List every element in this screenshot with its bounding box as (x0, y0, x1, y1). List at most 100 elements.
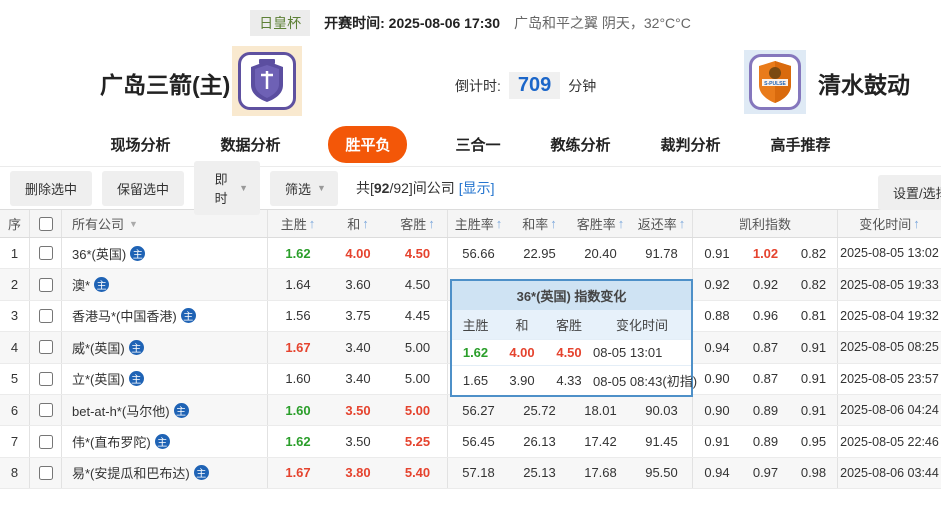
row-checkbox[interactable] (38, 403, 53, 418)
header-odds-draw[interactable]: 和 ↑ (347, 216, 369, 232)
kelly-away: 0.82 (790, 269, 838, 300)
tab-referee-analysis[interactable]: 裁判分析 (660, 136, 721, 154)
odds-draw[interactable]: 3.50 (345, 434, 371, 450)
company-cell[interactable]: 易*(安提瓜和巴布达) 主 (62, 457, 268, 489)
row-checkbox[interactable] (38, 340, 53, 355)
chevron-down-icon: ▼ (129, 218, 138, 229)
select-all-checkbox[interactable] (38, 216, 53, 231)
show-link[interactable]: [显示] (458, 180, 495, 196)
tab-expert-picks[interactable]: 高手推荐 (770, 136, 831, 154)
odds-draw[interactable]: 3.40 (345, 339, 371, 355)
row-number: 4 (0, 332, 30, 363)
sort-asc-icon: ↑ (428, 216, 435, 231)
table-row: 7 伟*(直布罗陀) 主 1.62 3.50 5.25 56.45 26.13 1… (0, 426, 941, 458)
row-checkbox-cell (30, 363, 62, 394)
company-cell[interactable]: bet-at-h*(马尔他) 主 (62, 394, 268, 426)
kickoff-label: 开赛时间: (324, 14, 385, 31)
odds-home[interactable]: 1.64 (285, 277, 311, 293)
odds-away[interactable]: 5.40 (388, 457, 448, 489)
odds-home[interactable]: 1.62 (285, 245, 311, 261)
header-rate-home[interactable]: 主胜率 ↑ (454, 216, 503, 232)
header-odds-away[interactable]: 客胜 ↑ (388, 210, 448, 237)
company-cell[interactable]: 澳* 主 (62, 269, 268, 300)
tab-coach-analysis[interactable]: 教练分析 (550, 136, 611, 154)
tab-three-in-one[interactable]: 三合一 (455, 136, 501, 154)
odds-away[interactable]: 4.50 (388, 269, 448, 300)
popup-header-away: 客胜 (555, 318, 582, 333)
odds-draw[interactable]: 3.60 (345, 277, 371, 293)
chevron-down-icon: ▼ (239, 183, 249, 193)
header-change-time[interactable]: 变化时间 ↑ (859, 216, 920, 232)
kelly-draw: 0.89 (752, 434, 779, 450)
odds-away[interactable]: 4.45 (388, 300, 448, 332)
odds-draw[interactable]: 3.50 (345, 402, 371, 418)
row-checkbox[interactable] (38, 434, 53, 449)
kelly-home: 0.94 (704, 339, 730, 355)
instant-dropdown[interactable]: 即时 ▼ (194, 161, 261, 215)
odds-away[interactable]: 5.25 (388, 426, 448, 457)
countdown: 倒计时: 709 分钟 (455, 72, 596, 99)
header-seq: 序 (0, 210, 30, 237)
rate-draw: 25.13 (523, 465, 556, 481)
kelly-draw: 0.96 (752, 308, 779, 324)
header-rate-draw[interactable]: 和率 ↑ (522, 216, 557, 232)
odds-draw[interactable]: 4.00 (345, 245, 371, 261)
change-time: 2025-08-04 19:32 (840, 308, 939, 323)
odds-draw[interactable]: 3.80 (345, 465, 371, 481)
odds-home[interactable]: 1.67 (285, 339, 311, 355)
company-cell[interactable]: 香港马*(中国香港) 主 (62, 300, 268, 332)
popup-change-time: 08-05 13:01 (593, 345, 663, 360)
tab-win-draw-lose[interactable]: 胜平负 (328, 125, 408, 163)
row-checkbox[interactable] (38, 465, 53, 480)
kelly-home: 0.92 (704, 277, 730, 293)
company-cell[interactable]: 伟*(直布罗陀) 主 (62, 426, 268, 457)
company-cell[interactable]: 36*(英国) 主 (62, 238, 268, 269)
row-checkbox-cell (30, 269, 62, 300)
row-checkbox[interactable] (38, 277, 53, 292)
tab-data-analysis[interactable]: 数据分析 (220, 136, 281, 154)
odds-draw[interactable]: 3.40 (345, 371, 371, 387)
odds-home[interactable]: 1.62 (285, 434, 311, 450)
rate-return: 90.03 (631, 394, 693, 426)
odds-away[interactable]: 5.00 (388, 332, 448, 363)
home-team-logo (232, 46, 302, 116)
odds-home[interactable]: 1.60 (285, 402, 311, 418)
home-pick-badge: 主 (180, 308, 196, 324)
change-time: 2025-08-05 23:57 (840, 371, 939, 386)
odds-away[interactable]: 4.50 (388, 238, 448, 269)
company-count: 共[92/92]间公司 [显示] (355, 180, 495, 196)
chevron-down-icon: ▼ (317, 183, 326, 193)
popup-odds-home: 1.65 (462, 373, 489, 388)
kelly-home: 0.90 (704, 371, 730, 387)
filter-dropdown[interactable]: 筛选 ▼ (270, 170, 338, 206)
odds-home[interactable]: 1.67 (285, 465, 311, 481)
settings-select-button[interactable]: 设置/选择 (878, 175, 941, 210)
row-checkbox[interactable] (38, 246, 53, 261)
odds-draw[interactable]: 3.75 (345, 308, 371, 324)
odds-table-header: 序 所有公司 ▼ 主胜 ↑ 和 ↑ 客胜 ↑ 主胜率 ↑ 和率 ↑ 客胜率 ↑ 返还率 ↑ 凯利… (0, 209, 941, 238)
header-rate-return[interactable]: 返还率 ↑ (631, 210, 693, 237)
rate-return: 91.45 (631, 426, 693, 457)
odds-away[interactable]: 5.00 (388, 363, 448, 394)
rate-draw: 25.72 (523, 402, 556, 418)
odds-home[interactable]: 1.60 (285, 371, 311, 387)
odds-home[interactable]: 1.56 (285, 308, 311, 324)
row-checkbox[interactable] (38, 308, 53, 323)
company-cell[interactable]: 威*(英国) 主 (62, 332, 268, 363)
home-pick-badge: 主 (173, 402, 189, 418)
popup-odds-draw: 3.90 (509, 373, 535, 388)
delete-selected-button[interactable]: 删除选中 (10, 170, 93, 206)
kelly-home: 0.88 (704, 308, 730, 324)
header-rate-away[interactable]: 客胜率 ↑ (576, 216, 625, 232)
header-company[interactable]: 所有公司 ▼ (62, 210, 268, 237)
popup-odds-home: 1.62 (462, 345, 489, 360)
header-odds-home[interactable]: 主胜 ↑ (280, 216, 316, 232)
popup-header-time: 变化时间 (615, 318, 668, 333)
company-cell[interactable]: 立*(英国) 主 (62, 363, 268, 394)
row-checkbox[interactable] (38, 371, 53, 386)
odds-away[interactable]: 5.00 (388, 394, 448, 426)
kelly-away: 0.95 (790, 426, 838, 457)
tab-live-analysis[interactable]: 现场分析 (110, 136, 171, 154)
keep-selected-button[interactable]: 保留选中 (102, 170, 185, 206)
row-number: 2 (0, 269, 30, 300)
